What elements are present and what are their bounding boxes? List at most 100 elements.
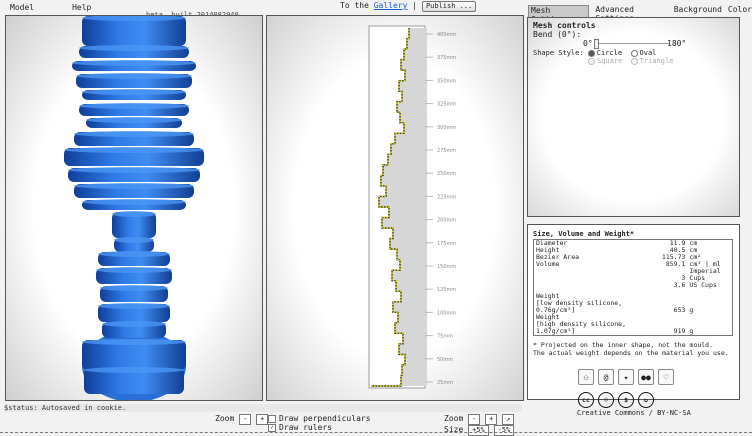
status-bar: $status: Autosaved in cookie. [4,404,522,412]
table-row: Volume 859.1 cm³ | ml Imperial [534,261,732,275]
ruler-label: 150mm [437,264,456,270]
model-disc [82,16,186,46]
diaspora-icon[interactable]: ♡ [658,369,674,385]
github-icon[interactable]: ⚇ [578,369,594,385]
draw-rulers-checkbox[interactable]: ✓ [268,423,276,432]
ruler-label: 325mm [437,102,456,108]
by-icon: ☺ [598,392,614,408]
ruler-label: 100mm [437,310,456,316]
twitter-icon[interactable]: ✦ [618,369,634,385]
weight-high-label: Weight [536,313,560,321]
model-disc-top [98,251,170,257]
ruler-label: 25mm [437,380,453,386]
cups-unit: Cups [689,274,706,282]
table-row: Diameter 11.9 cm [534,240,732,247]
weight-low-density: 0.76g/cm³] [536,306,576,314]
profile-zoom-in-button[interactable]: + [485,414,498,425]
model-disc [82,340,186,370]
mesh-controls-title: Mesh controls [533,21,596,30]
email-icon[interactable]: @ [598,369,614,385]
square-radio[interactable] [588,57,595,65]
share-icons: ⚇ @ ✦ ●● ♡ [578,369,678,385]
zoom-out-button[interactable]: - [239,414,252,425]
bend-slider-handle[interactable] [594,39,599,49]
triangle-label: Triangle [639,57,674,65]
license-text[interactable]: Creative Commons / BY-NC-SA [577,409,691,417]
model-disc-top [96,267,172,273]
weight-low-value: 653 [673,306,686,314]
draw-perpendiculars-label: Draw perpendiculars [279,414,371,423]
publish-button[interactable]: Publish ... [421,1,477,12]
sa-icon: ↻ [638,392,654,408]
table-row: Weight [high density silicone, 1.07g/cm³] 9… [534,314,732,335]
weight-low-desc: [low density silicone, [536,299,623,307]
profile-editor[interactable]: 400mm 375mm 350mm 325mm 300mm 275mm 250mm 225mm… [266,15,524,401]
table-row: Weight [low density silicone, 0.76g/cm³] 65… [534,293,732,314]
us-cups-unit: US Cups [689,281,717,289]
weight-low-unit: g [689,306,694,314]
us-cups-value: 3.6 [673,281,686,289]
table-row: 3 Cups [534,275,732,282]
size-increase-button[interactable]: +5% [468,425,489,436]
weight-low-label: Weight [536,292,560,300]
diameter-label: Diameter [536,239,568,247]
bend-min-label: 0° [583,39,593,48]
bend-label: Bend (0°): [533,30,582,39]
flickr-icon[interactable]: ●● [638,369,654,385]
triangle-radio[interactable] [630,57,638,65]
draw-perpendiculars-checkbox[interactable] [268,414,276,423]
menu-model[interactable]: Model [10,3,35,12]
fit-icon[interactable]: ↗ [502,414,515,425]
model-disc-top [82,339,186,345]
tab-color[interactable]: Color [727,5,752,14]
size-decrease-button[interactable]: -5% [493,425,515,436]
profile-control-points [371,28,410,387]
bend-slider-track[interactable] [594,43,670,44]
divider [0,432,752,433]
mesh-settings-panel: Mesh controls Bend (0°): 0° 180° Shape S… [527,17,740,217]
zoom-label: Zoom [215,414,235,423]
info-table-box: Diameter 11.9 cm Height 40.5 cm Bezier Area 1… [533,239,733,336]
model-disc-top [82,16,186,21]
profile-shape [371,28,427,386]
zoom-controls-right: Zoom - + ↗ Size +5% -5% [444,414,515,436]
ruler-label: 350mm [437,78,456,84]
profile-canvas[interactable]: 400mm 375mm 350mm 325mm 300mm 275mm 250mm 225mm… [267,16,523,400]
volume-label: Volume [536,260,560,268]
height-unit: cm [689,246,698,254]
ruler-label: 275mm [437,148,456,154]
height-label: Height [536,246,560,254]
model-disc-top [114,237,154,243]
3d-preview[interactable] [5,15,263,401]
weight-high-unit: g [689,327,694,335]
ruler-label: 75mm [437,334,453,340]
volume-value: 859.1 [665,260,686,268]
diameter-unit: cm [689,239,698,247]
info-title: Size, Volume and Weight* [533,230,635,238]
tab-background[interactable]: Background [673,5,722,14]
nc-icon: $ [618,392,634,408]
model-disc [84,368,184,394]
zoom-in-button[interactable]: + [256,414,269,425]
model-disc-top [100,285,168,291]
weight-high-value: 919 [673,327,686,335]
3d-model [64,16,204,400]
circle-radio[interactable] [587,49,595,57]
ruler-label: 400mm [437,32,456,38]
info-table: Diameter 11.9 cm Height 40.5 cm Bezier Area 1… [534,240,732,335]
ruler-label: 200mm [437,218,456,224]
ruler-label: 50mm [437,357,453,363]
bezier-unit: cm² [689,253,702,261]
gallery-link[interactable]: Gallery [373,1,408,10]
profile-zoom-out-button[interactable]: - [468,414,481,425]
ruler-label: 175mm [437,241,456,247]
model-disc-top [102,321,166,327]
size-label: Size [444,425,464,434]
menu-help[interactable]: Help [72,3,92,12]
model-disc [112,212,156,238]
gallery-bar: To the Gallery | Publish ... [340,1,477,12]
model-disc-top [112,211,156,217]
model-disc-top [76,73,192,79]
diameter-value: 11.9 [669,239,686,247]
oval-radio[interactable] [630,49,638,57]
